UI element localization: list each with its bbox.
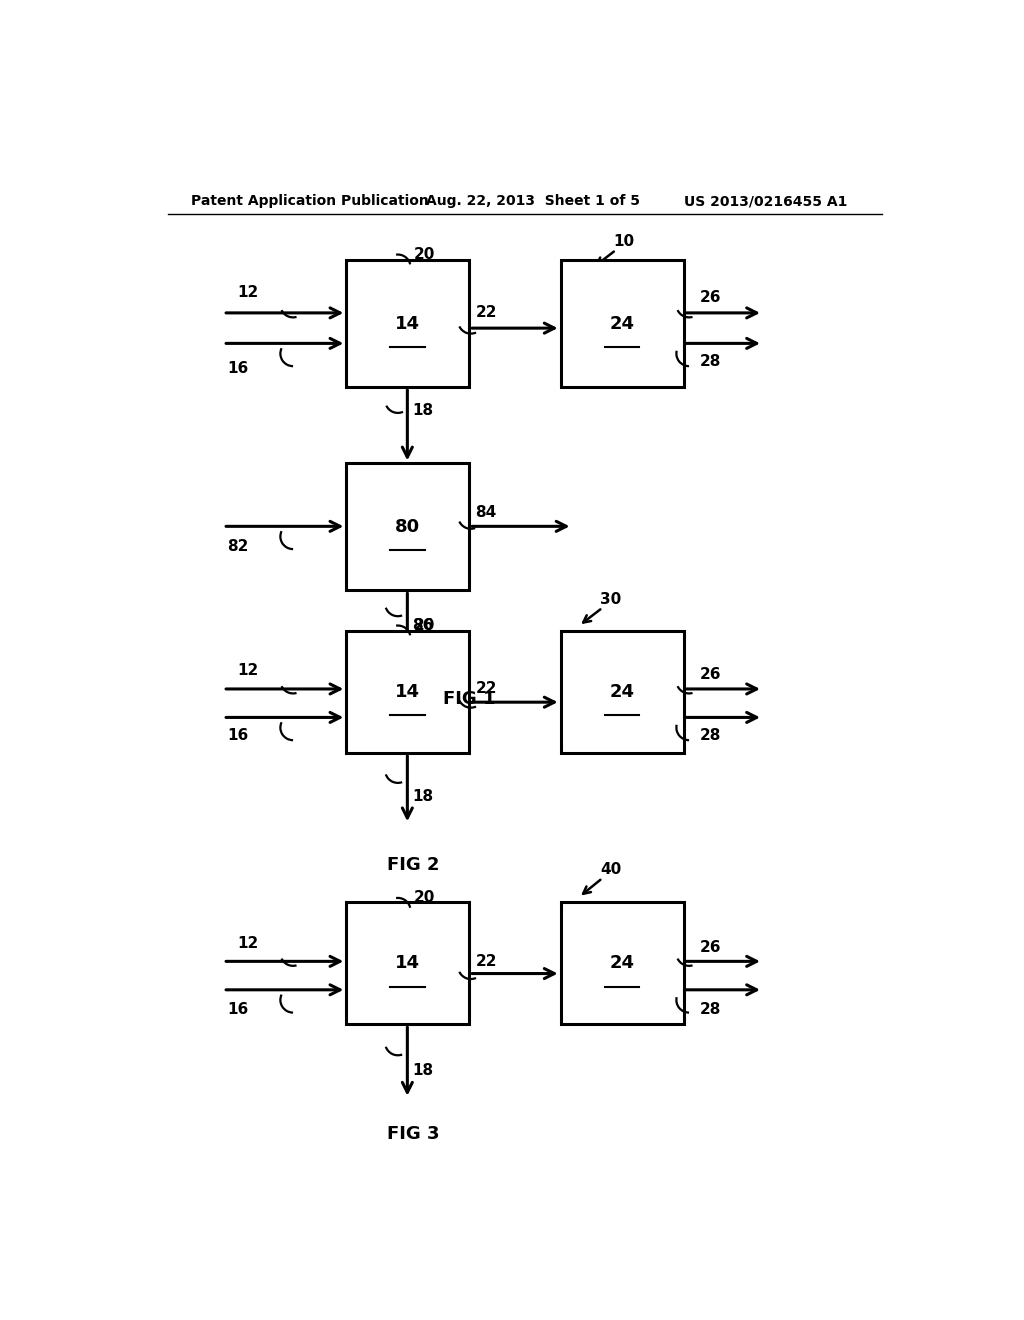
Text: FIG 2: FIG 2 [387, 855, 440, 874]
Text: 14: 14 [395, 314, 420, 333]
Text: 18: 18 [412, 789, 433, 804]
Text: 22: 22 [475, 681, 497, 697]
Text: 12: 12 [238, 285, 259, 300]
Text: 26: 26 [699, 940, 721, 954]
Text: 84: 84 [475, 504, 497, 520]
Text: 12: 12 [238, 663, 259, 678]
Text: Aug. 22, 2013  Sheet 1 of 5: Aug. 22, 2013 Sheet 1 of 5 [426, 194, 640, 209]
Text: 16: 16 [227, 362, 249, 376]
Text: 14: 14 [395, 954, 420, 973]
Text: 20: 20 [414, 890, 435, 904]
Text: Patent Application Publication: Patent Application Publication [191, 194, 429, 209]
Bar [346, 463, 469, 590]
Bar [560, 260, 684, 387]
Bar [346, 631, 469, 752]
Bar [346, 903, 469, 1024]
Text: 26: 26 [699, 290, 721, 305]
Bar [560, 903, 684, 1024]
Text: 86: 86 [412, 619, 433, 634]
Text: US 2013/0216455 A1: US 2013/0216455 A1 [684, 194, 847, 209]
Text: 12: 12 [238, 936, 259, 950]
Text: 16: 16 [227, 729, 249, 743]
Text: 24: 24 [609, 314, 635, 333]
Text: 16: 16 [227, 1002, 249, 1016]
Text: 26: 26 [699, 667, 721, 682]
Text: 40: 40 [600, 862, 622, 878]
Text: 24: 24 [609, 682, 635, 701]
Text: 82: 82 [227, 539, 249, 554]
Text: FIG 3: FIG 3 [387, 1125, 440, 1143]
Text: 28: 28 [699, 1002, 721, 1016]
Text: 18: 18 [412, 1063, 433, 1077]
Text: 10: 10 [613, 234, 635, 249]
Text: FIG 1: FIG 1 [443, 690, 496, 708]
Text: 80: 80 [395, 517, 420, 536]
Text: 22: 22 [475, 305, 497, 321]
Text: 28: 28 [699, 354, 721, 370]
Bar [560, 631, 684, 752]
Bar [346, 260, 469, 387]
Text: 18: 18 [412, 403, 433, 418]
Text: 30: 30 [600, 591, 622, 607]
Text: 14: 14 [395, 682, 420, 701]
Text: 28: 28 [699, 729, 721, 743]
Text: 24: 24 [609, 954, 635, 973]
Text: 20: 20 [414, 619, 435, 634]
Text: 20: 20 [414, 247, 435, 263]
Text: 22: 22 [475, 954, 497, 969]
